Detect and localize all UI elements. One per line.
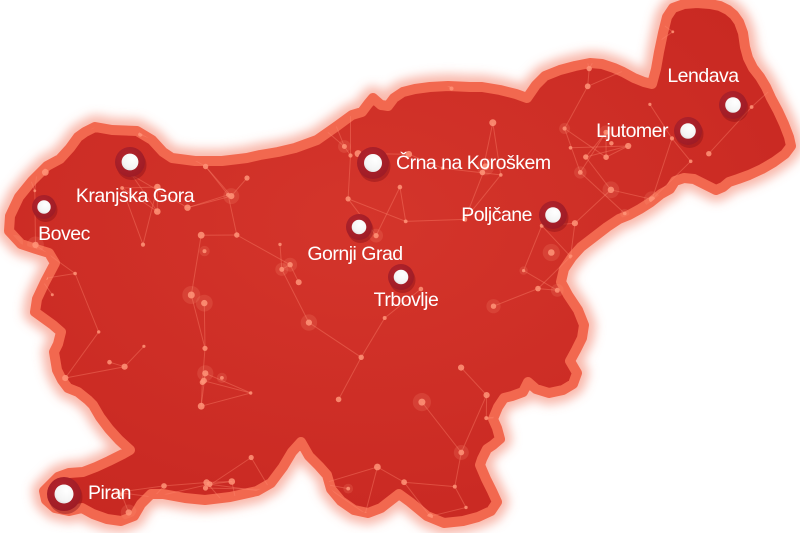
marker-core-icon [37, 200, 51, 214]
marker-core-icon [364, 154, 382, 172]
marker-core-icon [393, 269, 409, 285]
cities-layer: Bovec Kranjska Gora Piran Gornji Grad Trbovl… [32, 65, 749, 514]
city-marker-bovec[interactable]: Bovec [32, 195, 91, 245]
marker-core-icon [545, 207, 561, 223]
marker-core-icon [351, 219, 367, 235]
marker-core-icon [680, 123, 696, 139]
city-label-trbovlje: Trbovlje [374, 289, 439, 311]
city-label-bovec: Bovec [38, 223, 90, 245]
marker-core-icon [725, 97, 741, 113]
city-label-polj-ane: Poljčane [461, 204, 532, 226]
city-marker-lendava[interactable]: Lendava [667, 65, 749, 122]
city-label-piran: Piran [88, 482, 131, 504]
city-marker-polj-ane[interactable]: Poljčane [461, 201, 569, 232]
city-marker-kranjska-gora[interactable]: Kranjska Gora [76, 147, 195, 207]
city-label-rna-na-koro-kem: Črna na Koroškem [396, 151, 551, 174]
city-label-lendava: Lendava [667, 65, 739, 87]
city-marker-piran[interactable]: Piran [47, 477, 132, 514]
city-label-ljutomer: Ljutomer [596, 120, 669, 142]
city-label-kranjska-gora: Kranjska Gora [76, 185, 195, 207]
city-label-gornji-grad: Gornji Grad [307, 243, 402, 265]
marker-core-icon [121, 153, 139, 171]
city-marker-rna-na-koro-kem[interactable]: Črna na Koroškem [357, 147, 551, 182]
city-marker-ljutomer[interactable]: Ljutomer [596, 117, 704, 148]
city-marker-gornji-grad[interactable]: Gornji Grad [307, 214, 403, 265]
city-marker-trbovlje[interactable]: Trbovlje [374, 264, 439, 311]
marker-core-icon [54, 484, 74, 504]
